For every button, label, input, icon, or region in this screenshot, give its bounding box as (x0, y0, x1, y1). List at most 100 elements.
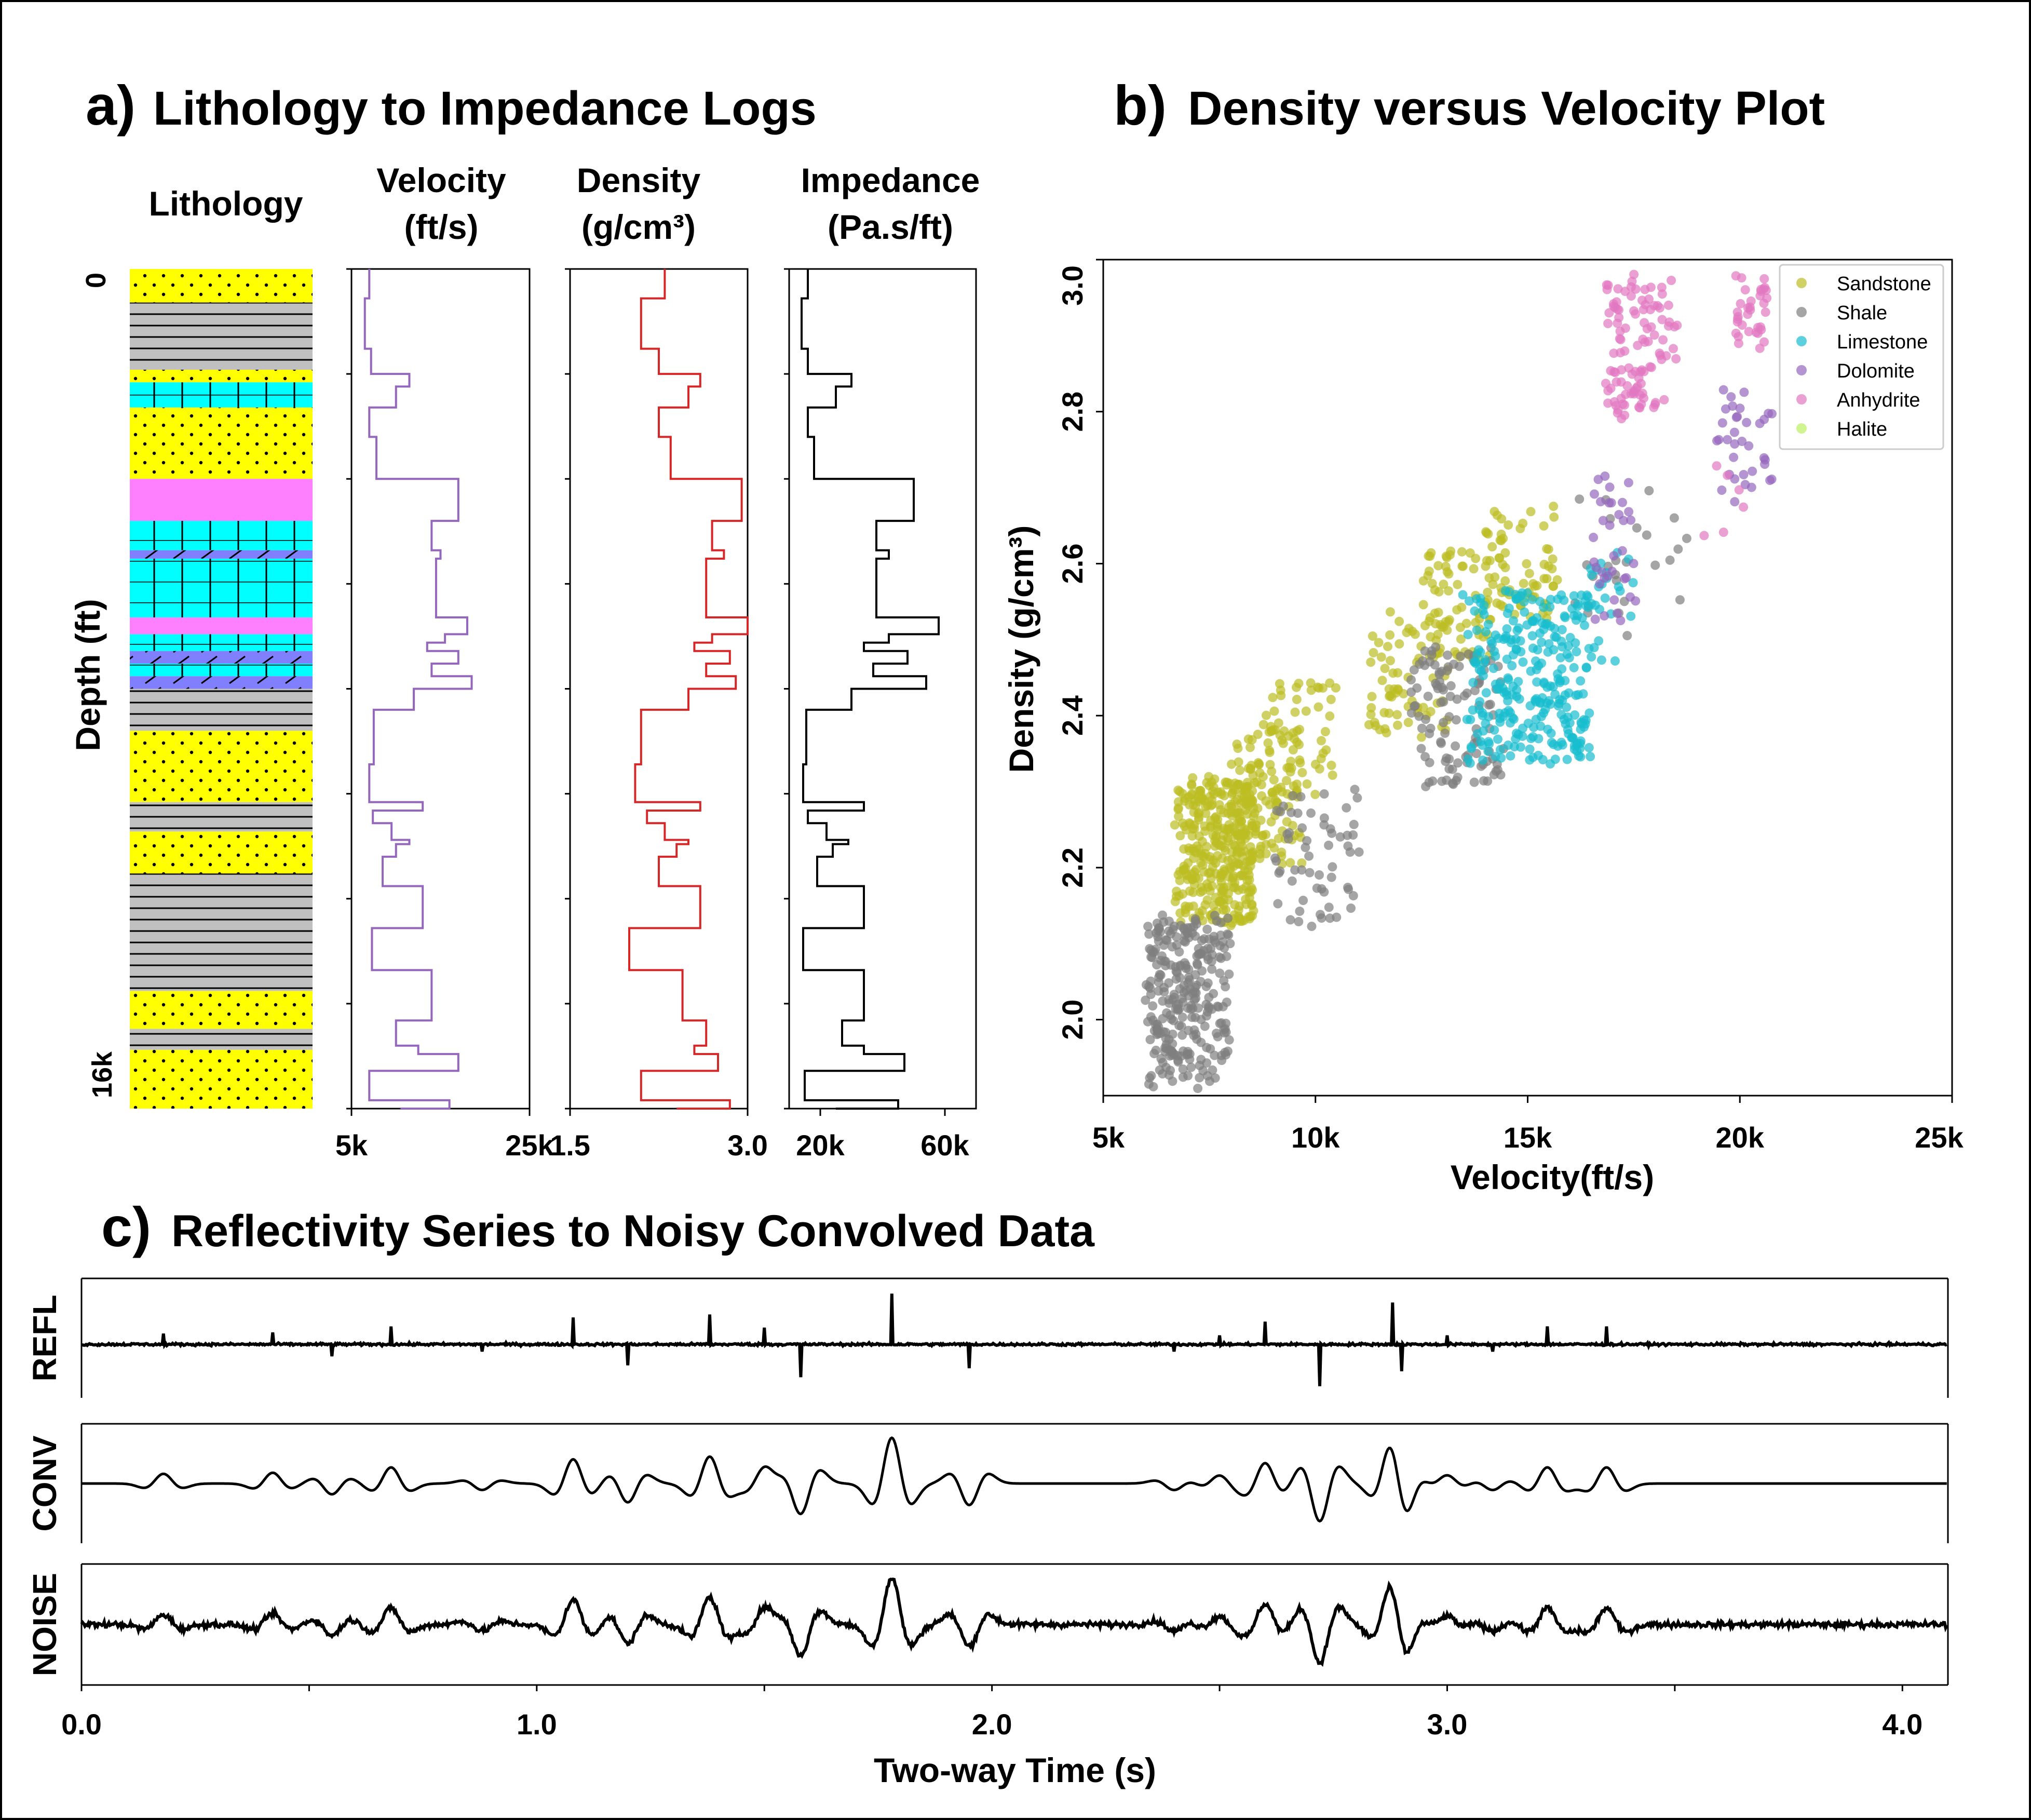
scatter-point (1437, 738, 1446, 748)
scatter-point (1576, 590, 1586, 600)
scatter-point (1500, 548, 1510, 558)
scatter-y-tick-label: 2.0 (1056, 1000, 1089, 1040)
scatter-point (1173, 1004, 1183, 1014)
scatter-point (1343, 830, 1352, 840)
scatter-point (1218, 1002, 1228, 1012)
time-tick-label: 4.0 (1882, 1708, 1922, 1741)
scatter-point (1288, 791, 1298, 801)
scatter-point (1589, 533, 1599, 542)
scatter-point (1392, 710, 1402, 720)
scatter-point (1212, 838, 1221, 848)
depth-tick-bottom: 16k (87, 1051, 118, 1098)
scatter-point (1233, 744, 1243, 753)
scatter-point (1597, 567, 1607, 577)
scatter-point (1311, 760, 1320, 769)
legend-marker (1796, 365, 1807, 375)
scatter-point (1155, 1065, 1165, 1075)
scatter-point (1500, 576, 1510, 586)
scatter-point (1150, 945, 1160, 954)
scatter-point (1175, 787, 1185, 797)
scatter-point (1511, 644, 1521, 654)
scatter-point (1394, 616, 1404, 626)
scatter-point (1472, 625, 1482, 635)
scatter-point (1234, 911, 1243, 921)
scatter-point (1199, 867, 1209, 877)
scatter-point (1326, 760, 1336, 770)
scatter-point (1430, 585, 1440, 595)
scatter-point (1364, 720, 1374, 730)
scatter-point (1230, 878, 1240, 888)
scatter-point (1492, 684, 1502, 694)
scatter-point (1632, 523, 1642, 533)
scatter-point (1297, 858, 1307, 868)
scatter-point (1442, 567, 1452, 577)
scatter-point (1305, 868, 1315, 878)
scatter-point (1736, 299, 1745, 308)
lithology-layer-limestone (130, 634, 313, 651)
trace-label-refl: REFL (26, 1295, 63, 1381)
scatter-point (1235, 871, 1245, 881)
panel-c-letter: c) (101, 1195, 151, 1258)
scatter-point (1605, 482, 1615, 492)
scatter-point (1171, 966, 1181, 976)
lithology-layer-limestone (130, 663, 313, 677)
scatter-point (1646, 322, 1656, 332)
scatter-point (1146, 1071, 1156, 1081)
scatter-point (1212, 916, 1222, 926)
scatter-point (1367, 631, 1377, 641)
impedance-log-curve (801, 269, 940, 1110)
scatter-point (1522, 559, 1532, 569)
scatter-point (1443, 662, 1453, 672)
scatter-point (1236, 798, 1245, 808)
legend-box (1779, 264, 1944, 450)
scatter-point (1550, 690, 1560, 699)
scatter-point (1326, 695, 1336, 704)
scatter-point (1349, 819, 1359, 829)
scatter-point (1515, 636, 1525, 646)
scatter-point (1532, 613, 1542, 623)
scatter-point (1302, 779, 1312, 789)
scatter-point (1729, 452, 1739, 462)
scatter-point (1204, 993, 1214, 1002)
scatter-point (1182, 825, 1191, 835)
scatter-point (1194, 831, 1204, 841)
scatter-y-tick-label: 2.2 (1056, 847, 1089, 888)
scatter-point (1151, 1045, 1161, 1055)
scatter-point (1174, 891, 1184, 901)
scatter-point (1609, 595, 1619, 605)
scatter-point (1247, 821, 1257, 831)
legend-label: Sandstone (1837, 273, 1931, 295)
scatter-point (1569, 663, 1579, 672)
scatter-point (1202, 924, 1212, 934)
scatter-point (1667, 276, 1676, 285)
density-x-tick-label: 1.5 (550, 1129, 590, 1162)
scatter-point (1421, 714, 1430, 724)
scatter-point (1315, 870, 1324, 880)
scatter-point (1500, 586, 1510, 596)
scatter-point (1177, 1013, 1187, 1022)
log-tracks: Velocity (ft/s) 5k 25k Density (g/cm³) 1.5 3.0 I… (335, 161, 980, 1162)
scatter-point (1511, 594, 1521, 604)
scatter-point (1290, 707, 1300, 717)
scatter-point (1426, 707, 1436, 717)
velocity-x-tick-label: 25k (505, 1129, 554, 1162)
scatter-point (1403, 718, 1413, 727)
scatter-point (1257, 791, 1267, 801)
scatter-point (1207, 950, 1217, 960)
scatter-point (1394, 639, 1404, 649)
scatter-point (1472, 729, 1482, 738)
lithology-layer-shale (130, 873, 313, 991)
scatter-point (1418, 576, 1428, 586)
scatter-point (1367, 692, 1377, 702)
impedance-track: Impedance (Pa.s/ft) 20k 60k (784, 161, 980, 1162)
scatter-point (1657, 315, 1667, 325)
scatter-point (1549, 502, 1559, 511)
scatter-point (1734, 339, 1743, 348)
scatter-point (1463, 754, 1473, 764)
scatter-point (1295, 724, 1305, 734)
scatter-point (1603, 319, 1613, 328)
scatter-point (1234, 757, 1243, 767)
scatter-point (1600, 471, 1610, 481)
scatter-y-tick-label: 2.4 (1056, 695, 1089, 736)
scatter-point (1268, 693, 1278, 703)
